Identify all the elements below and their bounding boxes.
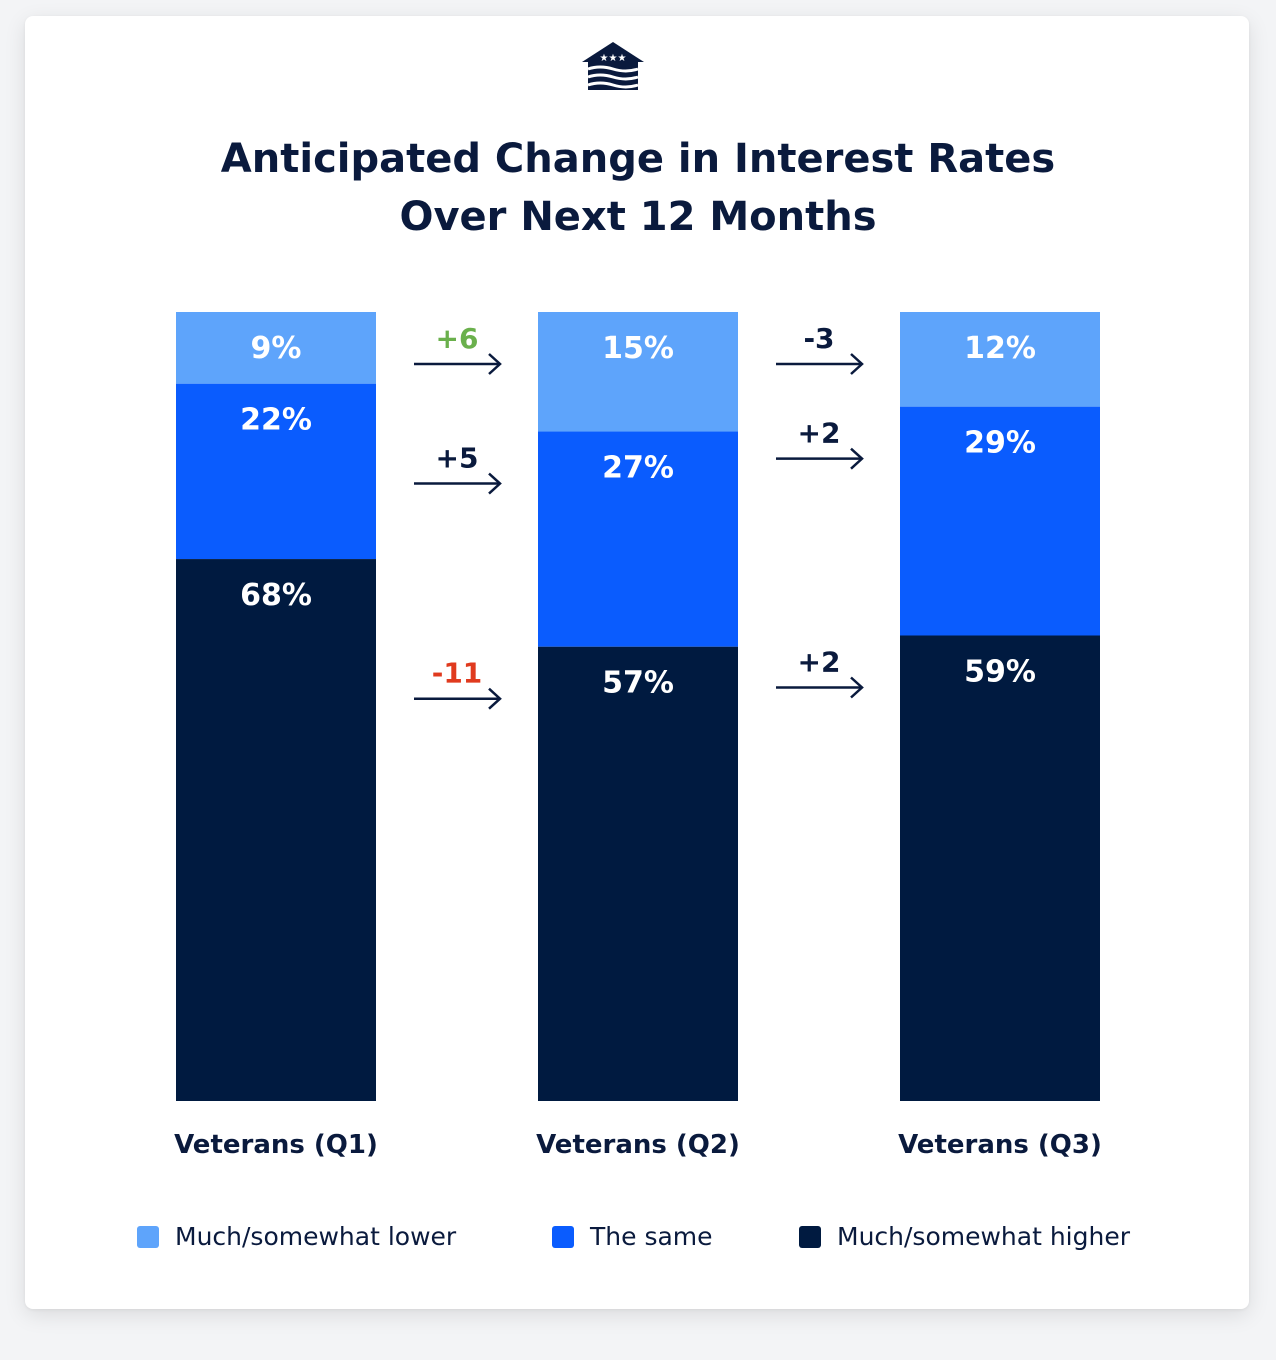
bar-segment-same-3	[900, 406, 1100, 636]
legend-item-lower: Much/somewhat lower	[137, 1222, 456, 1251]
legend-swatch-higher	[799, 1225, 821, 1248]
data-label-lower-2: 15%	[602, 331, 674, 366]
change-label-same-2: +2	[798, 417, 841, 450]
change-label-lower-1: +6	[436, 322, 479, 355]
legend: Much/somewhat lower The same Much/somewh…	[0, 1222, 1276, 1262]
data-label-lower-3: 12%	[964, 331, 1036, 366]
house-stars-waves-logo-icon: ★★★	[582, 42, 644, 90]
change-arrow-head-lower-1	[488, 353, 502, 375]
change-arrow-head-higher-2	[850, 676, 864, 699]
change-label-same-1: +5	[436, 442, 479, 475]
data-label-higher-1: 68%	[240, 578, 312, 613]
data-label-same-1: 22%	[240, 403, 312, 438]
legend-label-lower: Much/somewhat lower	[175, 1222, 457, 1251]
chart-title-line-1: Anticipated Change in Interest Rates	[220, 136, 1056, 182]
bar-segment-same-2	[538, 431, 738, 647]
legend-swatch-same	[552, 1225, 574, 1248]
bar-segment-higher-3	[900, 635, 1100, 1101]
category-label-2: Veterans (Q2)	[536, 1130, 740, 1160]
bar-segment-lower-3	[900, 312, 1100, 407]
svg-text:★★★: ★★★	[600, 53, 627, 64]
change-arrow-head-same-2	[850, 447, 864, 470]
legend-item-higher: Much/somewhat higher	[799, 1222, 1130, 1251]
category-label-1: Veterans (Q1)	[174, 1130, 378, 1160]
bar-segment-higher-2	[538, 646, 738, 1101]
change-label-higher-2: +2	[798, 645, 841, 678]
change-arrow-head-lower-2	[850, 353, 864, 375]
chart-title: Anticipated Change in Interest Rates Ove…	[0, 130, 1276, 246]
legend-label-same: The same	[590, 1222, 713, 1251]
bar-segment-lower-2	[538, 312, 738, 432]
stacked-bar-chart: 9% 22% 68% Veterans (Q1) 15% 27% 57% Veterans (…	[174, 312, 1102, 1160]
legend-item-same: The same	[552, 1222, 713, 1251]
data-label-lower-1: 9%	[251, 331, 302, 366]
change-arrow-head-same-1	[488, 472, 502, 495]
data-label-higher-3: 59%	[964, 654, 1036, 689]
bar-segment-same-1	[176, 383, 376, 560]
bar-segment-lower-1	[176, 312, 376, 384]
data-label-same-2: 27%	[602, 451, 674, 486]
data-label-same-3: 29%	[964, 426, 1036, 461]
category-label-3: Veterans (Q3)	[898, 1130, 1102, 1160]
change-arrow-head-higher-1	[488, 687, 502, 710]
legend-label-higher: Much/somewhat higher	[837, 1222, 1131, 1251]
change-label-lower-2: -3	[803, 322, 834, 355]
data-label-higher-2: 57%	[602, 666, 674, 701]
change-label-higher-1: -11	[432, 657, 483, 690]
chart-title-line-2: Over Next 12 Months	[399, 194, 877, 240]
bar-segment-higher-1	[176, 559, 376, 1101]
legend-swatch-lower	[137, 1225, 159, 1248]
